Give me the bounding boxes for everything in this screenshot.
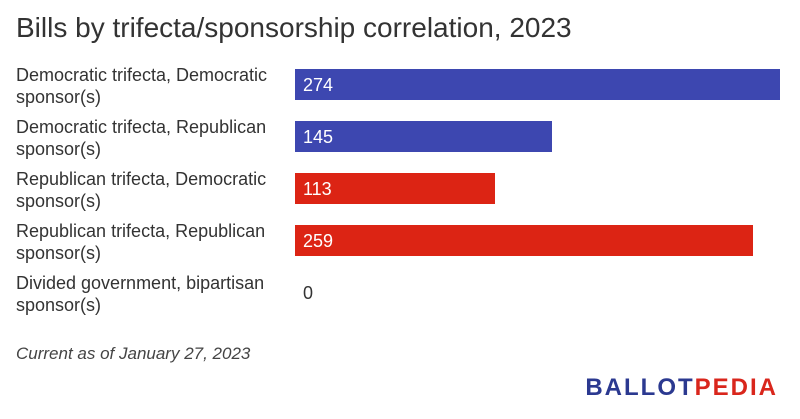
ballotpedia-logo: BALLOTPEDIA [585, 374, 778, 402]
chart-title: Bills by trifecta/sponsorship correlatio… [16, 12, 572, 43]
category-label: Republican trifecta, Republican sponsor(… [16, 221, 266, 263]
bar-row: Republican trifecta, Republican sponsor(… [0, 220, 800, 272]
category-label: Divided government, bipartisan sponsor(s… [16, 273, 265, 315]
bar-row: Democratic trifecta, Democratic sponsor(… [0, 64, 800, 116]
data-label: 259 [303, 231, 334, 251]
data-label: 145 [303, 127, 334, 147]
bar-row: Republican trifecta, Democratic sponsor(… [0, 168, 800, 220]
bar [295, 69, 780, 100]
bar-row: Divided government, bipartisan sponsor(s… [0, 272, 800, 324]
category-label: Democratic trifecta, Republican sponsor(… [16, 117, 267, 159]
data-label: 0 [303, 283, 314, 303]
category-label: Republican trifecta, Democratic sponsor(… [16, 169, 267, 211]
data-label: 274 [303, 75, 334, 95]
category-label: Democratic trifecta, Democratic sponsor(… [16, 65, 268, 107]
bar [295, 121, 552, 152]
bar [295, 173, 495, 204]
footnote: Current as of January 27, 2023 [16, 344, 251, 363]
data-label: 113 [303, 179, 332, 199]
logo-part-pedia: PEDIA [694, 374, 778, 401]
logo-part-ballot: BALLOT [585, 374, 695, 401]
bar [295, 225, 753, 256]
bar-chart: Democratic trifecta, Democratic sponsor(… [0, 64, 800, 324]
bar-row: Democratic trifecta, Republican sponsor(… [0, 116, 800, 168]
